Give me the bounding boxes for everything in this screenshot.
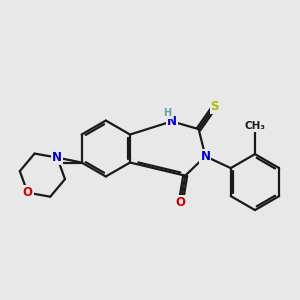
Text: CH₃: CH₃ [244, 121, 266, 131]
Text: N: N [52, 151, 62, 164]
Text: O: O [23, 186, 33, 199]
Text: N: N [167, 115, 177, 128]
Text: N: N [200, 150, 210, 163]
Text: S: S [211, 100, 219, 113]
Text: H: H [163, 108, 171, 118]
Text: O: O [176, 196, 186, 209]
